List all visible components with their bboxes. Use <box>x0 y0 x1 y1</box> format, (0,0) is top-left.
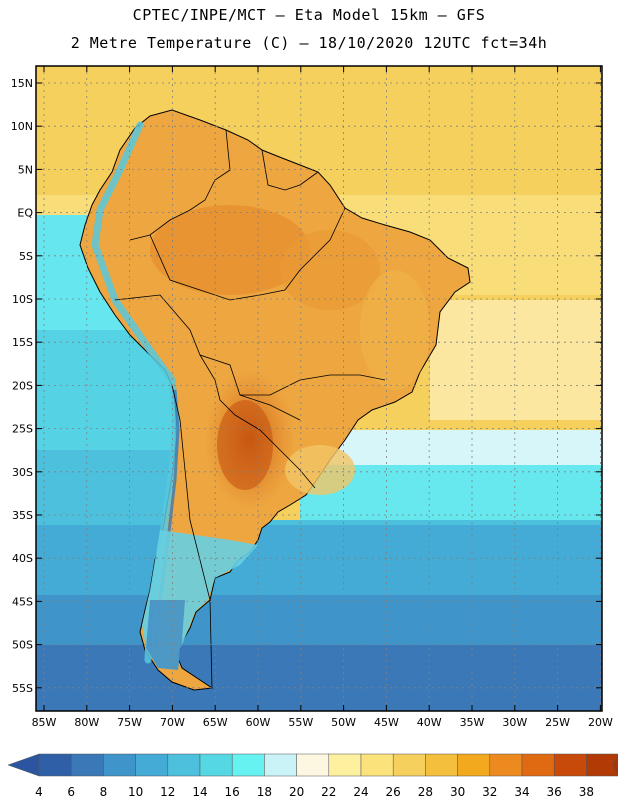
colorbar-max-arrow <box>611 754 618 776</box>
patagonia-cold-zone <box>146 600 185 670</box>
lat-label: 55S <box>12 682 33 695</box>
lat-label: 25S <box>12 423 33 436</box>
colorbar: 4 6 8 10 12 14 16 18 20 22 24 26 28 30 32 34 36 38 <box>7 753 618 799</box>
colorbar-segment <box>489 753 523 777</box>
hot-region-central <box>280 230 380 310</box>
hot-region-amazon <box>150 205 310 295</box>
colorbar-label: 38 <box>579 785 594 799</box>
lon-label: 25W <box>545 716 570 729</box>
colorbar-label: 28 <box>418 785 433 799</box>
colorbar-segment <box>392 753 426 777</box>
lon-label: 80W <box>74 716 99 729</box>
colorbar-label: 30 <box>450 785 465 799</box>
lon-label: 65W <box>203 716 228 729</box>
colorbar-label: 26 <box>386 785 401 799</box>
lon-label: 20W <box>588 716 613 729</box>
lon-label: 70W <box>160 716 185 729</box>
map-frame <box>35 65 603 712</box>
lat-label: 15S <box>12 336 33 349</box>
colorbar-label: 24 <box>353 785 368 799</box>
colorbar-label: 4 <box>35 785 43 799</box>
colorbar-segment <box>360 753 394 777</box>
ocean-band <box>36 645 602 711</box>
colorbar-segment <box>521 753 555 777</box>
lat-label: 35S <box>12 509 33 522</box>
colorbar-label: 16 <box>225 785 240 799</box>
map-title-line2: 2 Metre Temperature (C) – 18/10/2020 12U… <box>70 34 548 52</box>
lat-label: 5S <box>19 250 33 263</box>
colorbar-segment <box>135 753 169 777</box>
country-borders <box>114 129 386 689</box>
colorbar-label: 18 <box>257 785 272 799</box>
colorbar-segment <box>328 753 362 777</box>
ocean-band <box>330 430 602 470</box>
lat-label: 45S <box>12 595 33 608</box>
colorbar-segment <box>167 753 201 777</box>
colorbar-segment <box>38 753 72 777</box>
colorbar-label: 14 <box>192 785 207 799</box>
ocean-band <box>36 525 602 600</box>
colorbar-segment <box>103 753 136 777</box>
lon-label: 30W <box>502 716 527 729</box>
lon-label: 60W <box>246 716 271 729</box>
lon-label: 45W <box>374 716 399 729</box>
lon-label: 35W <box>460 716 485 729</box>
colorbar-label: 8 <box>100 785 108 799</box>
axis-ticks: 15N 10N 5N EQ 5S 10S 15S 20S 25S 30S 35S 40S 45S 50S 5… <box>11 66 613 729</box>
colorbar-label: 20 <box>289 785 304 799</box>
colorbar-segment <box>199 753 233 777</box>
colorbar-label: 10 <box>128 785 143 799</box>
hot-core <box>217 400 273 490</box>
lon-label: 40W <box>417 716 442 729</box>
lat-label: EQ <box>17 207 33 220</box>
colorbar-label: 36 <box>547 785 562 799</box>
east-brazil-zone <box>360 270 430 390</box>
lat-label: 20S <box>12 379 33 392</box>
lat-label: 50S <box>12 639 33 652</box>
colorbar-segment <box>296 753 330 777</box>
lon-label: 50W <box>331 716 356 729</box>
colorbar-segment <box>457 753 491 777</box>
colorbar-label: 22 <box>321 785 336 799</box>
colorbar-min-arrow <box>7 753 40 777</box>
colorbar-label: 12 <box>160 785 175 799</box>
colorbar-segment <box>553 753 587 777</box>
lat-label: 40S <box>12 552 33 565</box>
colorbar-segment <box>586 753 618 777</box>
map-title-line1: CPTEC/INPE/MCT – Eta Model 15km – GFS <box>132 6 486 24</box>
lon-label: 75W <box>117 716 142 729</box>
colorbar-segment <box>425 753 458 777</box>
south-brazil-zone <box>285 445 355 495</box>
colorbar-label: 6 <box>67 785 75 799</box>
colorbar-segment <box>231 753 265 777</box>
colorbar-segment <box>264 753 297 777</box>
graticule <box>36 66 602 711</box>
colorbar-segment <box>70 753 104 777</box>
lon-label: 85W <box>32 716 57 729</box>
map-field <box>36 66 602 711</box>
lat-label: 10S <box>12 293 33 306</box>
lat-label: 30S <box>12 466 33 479</box>
colorbar-label: 32 <box>482 785 497 799</box>
colorbar-label: 34 <box>514 785 529 799</box>
lat-label: 5N <box>18 163 33 176</box>
lon-label: 55W <box>288 716 313 729</box>
ocean-band <box>36 595 602 650</box>
lat-label: 15N <box>11 77 33 90</box>
ocean-band <box>430 300 602 420</box>
lat-label: 10N <box>11 120 33 133</box>
